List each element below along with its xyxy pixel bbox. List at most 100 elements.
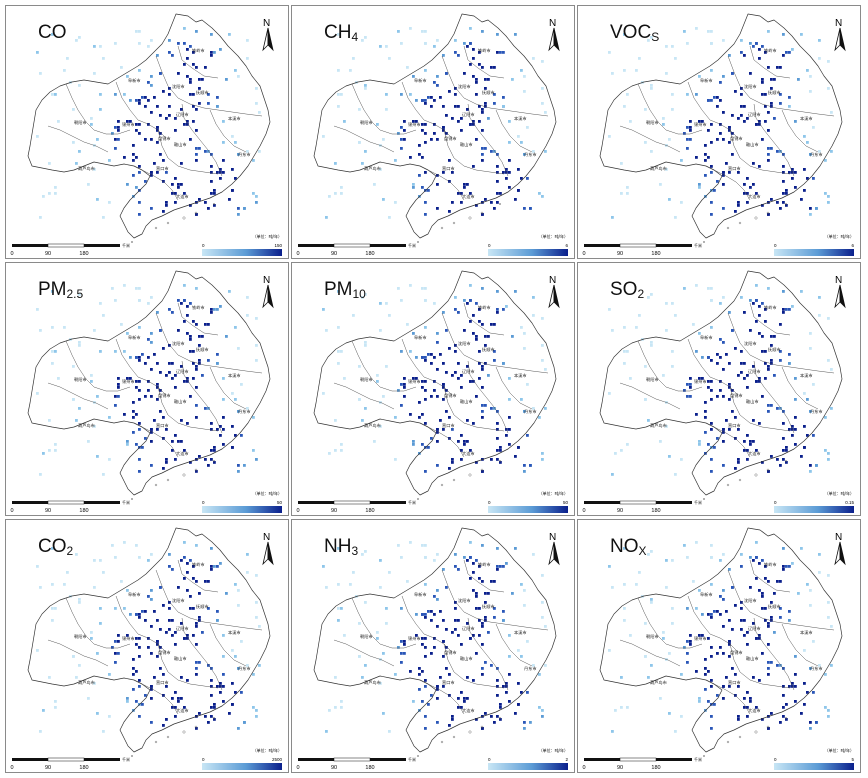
emission-cell	[195, 470, 198, 473]
emission-cell	[541, 452, 544, 455]
emission-cell	[213, 189, 216, 192]
emission-cell	[475, 592, 478, 595]
emission-cell	[135, 356, 138, 359]
emission-cell	[138, 132, 141, 135]
north-arrow-icon	[548, 27, 560, 52]
emission-cell	[499, 706, 502, 709]
emission-cell	[749, 697, 752, 700]
emission-cell	[541, 616, 544, 619]
emission-cell	[502, 51, 505, 54]
emission-cell	[454, 296, 457, 299]
emission-cell	[722, 553, 725, 556]
emission-cell	[779, 359, 782, 362]
emission-cell	[379, 682, 382, 685]
emission-cell	[463, 186, 466, 189]
emission-cell	[794, 655, 797, 658]
emission-cell	[445, 371, 448, 374]
emission-cell	[409, 350, 412, 353]
emission-cell	[90, 380, 93, 383]
emission-cell	[487, 592, 490, 595]
emission-cell	[337, 105, 340, 108]
emission-cell	[231, 168, 234, 171]
emission-cell	[210, 715, 213, 718]
emission-cell	[138, 171, 141, 174]
emission-cell	[364, 341, 367, 344]
emission-cell	[517, 446, 520, 449]
city-label: 大连市	[462, 193, 475, 200]
emission-cell	[818, 664, 821, 667]
emission-cell	[216, 565, 219, 568]
emission-cell	[153, 419, 156, 422]
emission-cell	[689, 138, 692, 141]
emission-cell	[704, 431, 707, 434]
emission-cell	[165, 374, 168, 377]
emission-cell	[704, 667, 707, 670]
emission-cell	[442, 640, 445, 643]
emission-cell	[818, 314, 821, 317]
city-label: 营口市	[728, 165, 741, 172]
emission-cell	[54, 700, 57, 703]
emission-cell	[168, 607, 171, 610]
emission-cells	[608, 284, 833, 476]
emission-cell	[481, 416, 484, 419]
emission-cell	[496, 437, 499, 440]
emission-cell	[767, 147, 770, 150]
emission-cell	[54, 186, 57, 189]
emission-cell	[680, 458, 683, 461]
emission-cell	[415, 120, 418, 123]
emission-cell	[767, 580, 770, 583]
emission-cell	[737, 117, 740, 120]
emission-cell	[749, 700, 752, 703]
city-label: 阜新市	[414, 591, 427, 598]
emission-cell	[472, 123, 475, 126]
emission-cell	[210, 165, 213, 168]
emission-cell	[144, 180, 147, 183]
emission-cell	[337, 547, 340, 550]
emission-cell	[514, 712, 517, 715]
emission-cell	[752, 365, 755, 368]
emission-cell	[171, 183, 174, 186]
emission-cell	[210, 180, 213, 183]
emission-cell	[237, 604, 240, 607]
emission-cell	[364, 87, 367, 90]
emission-cell	[165, 458, 168, 461]
emission-cell	[487, 374, 490, 377]
emission-cell	[508, 120, 511, 123]
emission-cell	[162, 90, 165, 93]
emission-cell	[117, 138, 120, 141]
emission-cell	[487, 78, 490, 81]
emission-cell	[138, 685, 141, 688]
emission-cell	[484, 78, 487, 81]
emission-cell	[433, 99, 436, 102]
emission-cell	[445, 389, 448, 392]
emission-cell	[454, 105, 457, 108]
emission-cell	[623, 326, 626, 329]
emission-cell	[424, 637, 427, 640]
emission-cell	[189, 45, 192, 48]
emission-cell	[171, 634, 174, 637]
emission-cell	[791, 177, 794, 180]
emission-cell	[496, 410, 499, 413]
emission-cell	[722, 598, 725, 601]
emission-cell	[743, 697, 746, 700]
emission-cell	[514, 198, 517, 201]
emission-cell	[433, 646, 436, 649]
city-label: 锦州市	[694, 121, 707, 128]
emission-cell	[719, 389, 722, 392]
emission-cell	[713, 96, 716, 99]
emission-cell	[424, 655, 427, 658]
scale-bar: 0 90 180 千米	[582, 756, 702, 772]
emission-cell	[159, 329, 162, 332]
emission-cell	[183, 63, 186, 66]
emission-cell	[770, 601, 773, 604]
emission-cell	[114, 640, 117, 643]
emission-cell	[99, 622, 102, 625]
emission-cell	[800, 198, 803, 201]
emission-cell	[496, 201, 499, 204]
emission-cell	[758, 637, 761, 640]
emission-cell	[788, 308, 791, 311]
emission-cell	[144, 694, 147, 697]
city-label: 盘锦市	[444, 392, 457, 399]
legend-min: 0	[488, 243, 491, 248]
emission-cell	[210, 153, 213, 156]
